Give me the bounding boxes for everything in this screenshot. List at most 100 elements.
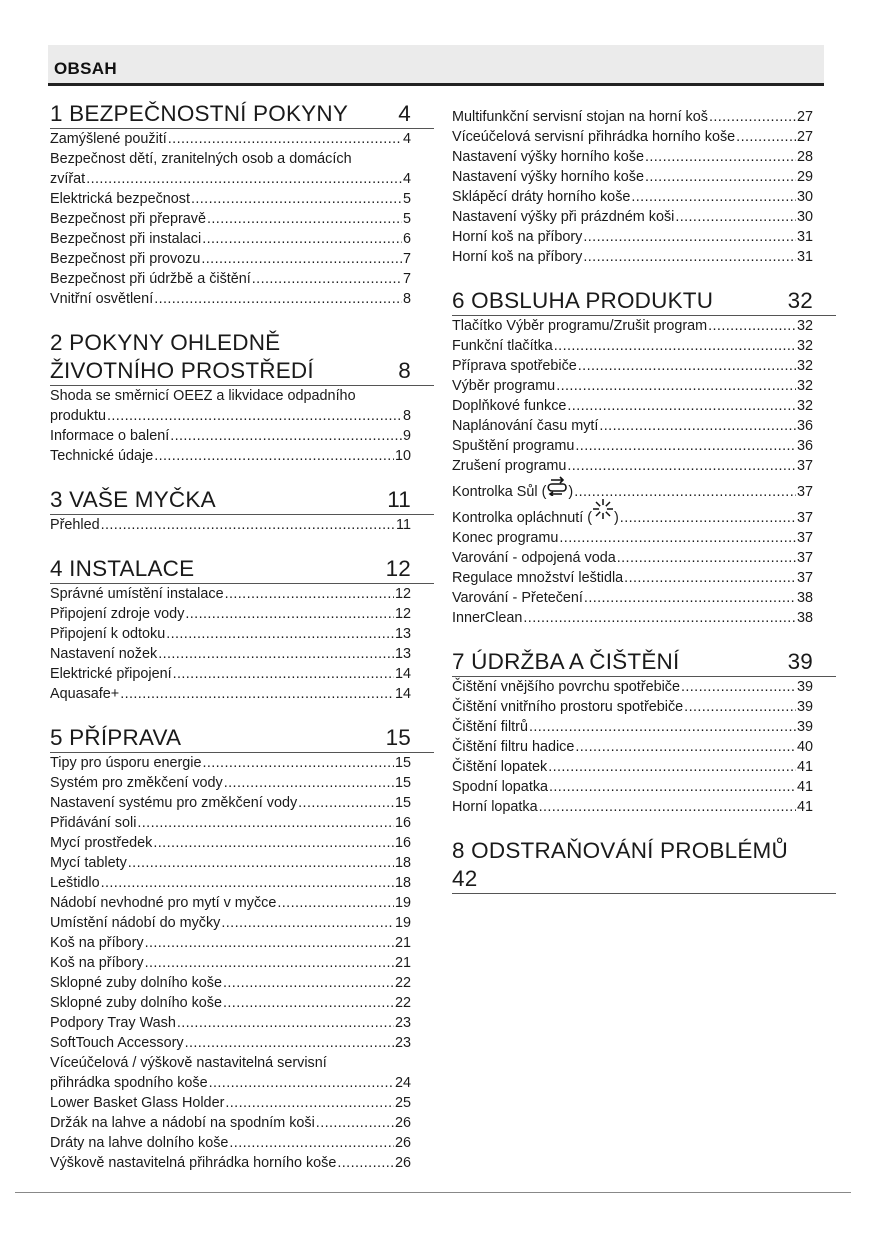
toc-entry[interactable]: Výškově nastavitelná přihrádka horního k… xyxy=(50,1153,411,1173)
toc-entry[interactable]: Podpory Tray Wash 23 xyxy=(50,1013,411,1033)
toc-entry[interactable]: Vnitřní osvětlení 8 xyxy=(50,289,411,309)
toc-entry[interactable]: Přehled 11 xyxy=(50,515,411,535)
toc-entry[interactable]: Spuštění programu 36 xyxy=(452,436,813,456)
entry-title: Nastavení výšky při prázdném koši xyxy=(452,207,674,227)
toc-entry[interactable]: Elektrická bezpečnost 5 xyxy=(50,189,411,209)
entry-title-text: Horní koš na příbory xyxy=(452,249,583,265)
toc-entry[interactable]: Nastavení systému pro změkčení vody 15 xyxy=(50,793,411,813)
entry-page: 16 xyxy=(394,815,411,831)
toc-entry[interactable]: Horní koš na příbory 31 xyxy=(452,227,813,247)
toc-entry[interactable]: Bezpečnost při údržbě a čištění 7 xyxy=(50,269,411,289)
toc-entry[interactable]: Víceúčelová / výškově nastavitelná servi… xyxy=(50,1053,411,1093)
toc-right-column: Multifunkční servisní stojan na horní ko… xyxy=(452,107,836,914)
toc-entry[interactable]: Sklopné zuby dolního koše 22 xyxy=(50,993,411,1013)
toc-entry[interactable]: Systém pro změkčení vody 15 xyxy=(50,773,411,793)
entry-title: Čištění vnitřního prostoru spotřebiče xyxy=(452,697,683,717)
toc-entry[interactable]: Příprava spotřebiče 32 xyxy=(452,356,813,376)
section-heading[interactable]: 3 VAŠE MYČKA 11 xyxy=(50,486,434,515)
toc-entry[interactable]: Bezpečnost dětí, zranitelných osob a dom… xyxy=(50,149,411,189)
entry-row: Horní koš na příbory 31 xyxy=(452,227,813,247)
toc-entry[interactable]: Zamýšlené použití 4 xyxy=(50,129,411,149)
toc-entry[interactable]: Nádobí nevhodné pro mytí v myčce 19 xyxy=(50,893,411,913)
entry-title: Tlačítko Výběr programu/Zrušit program xyxy=(452,316,707,336)
toc-entry[interactable]: Elektrické připojení 14 xyxy=(50,664,411,684)
section-page: 12 xyxy=(385,556,411,581)
toc-entry[interactable]: Varování - odpojená voda 37 xyxy=(452,548,813,568)
toc-entry[interactable]: Aquasafe+ 14 xyxy=(50,684,411,704)
toc-entry[interactable]: InnerClean 38 xyxy=(452,608,813,628)
toc-entry[interactable]: Multifunkční servisní stojan na horní ko… xyxy=(452,107,813,127)
toc-entry[interactable]: Konec programu 37 xyxy=(452,528,813,548)
toc-entry[interactable]: Sklopné zuby dolního koše 22 xyxy=(50,973,411,993)
entry-title: Koš na příbory xyxy=(50,953,144,973)
toc-entry[interactable]: Připojení k odtoku 13 xyxy=(50,624,411,644)
toc-entry[interactable]: Přidávání soli 16 xyxy=(50,813,411,833)
toc-entry[interactable]: Regulace množství leštidla 37 xyxy=(452,568,813,588)
toc-entry[interactable]: Čištění vnějšího povrchu spotřebiče 39 xyxy=(452,677,813,697)
section-heading[interactable]: 2 POKYNY OHLEDNĚ ŽIVOTNÍHO PROSTŘEDÍ 8 xyxy=(50,329,434,386)
toc-entry[interactable]: Nastavení výšky horního koše 28 xyxy=(452,147,813,167)
entry-page: 7 xyxy=(402,271,411,287)
toc-entry[interactable]: Varování - Přetečení 38 xyxy=(452,588,813,608)
entry-title: Umístění nádobí do myčky xyxy=(50,913,220,933)
entry-title: Koš na příbory xyxy=(50,933,144,953)
toc-entry[interactable]: Tlačítko Výběr programu/Zrušit program 32 xyxy=(452,316,813,336)
toc-entry[interactable]: Čištění lopatek 41 xyxy=(452,757,813,777)
section-heading[interactable]: 5 PŘÍPRAVA 15 xyxy=(50,724,434,753)
section-heading[interactable]: 1 BEZPEČNOSTNÍ POKYNY 4 xyxy=(50,100,434,129)
toc-entry[interactable]: Horní lopatka 41 xyxy=(452,797,813,817)
toc-entry[interactable]: Bezpečnost při provozu 7 xyxy=(50,249,411,269)
toc-entry[interactable]: SoftTouch Accessory 23 xyxy=(50,1033,411,1053)
toc-entry[interactable]: Spodní lopatka 41 xyxy=(452,777,813,797)
toc-entry[interactable]: Zrušení programu 37 xyxy=(452,456,813,476)
dot-leader xyxy=(225,584,394,604)
toc-entry[interactable]: Informace o balení 9 xyxy=(50,426,411,446)
toc-entry[interactable]: Koš na příbory 21 xyxy=(50,933,411,953)
toc-entry[interactable]: Technické údaje 10 xyxy=(50,446,411,466)
toc-entry[interactable]: Horní koš na příbory 31 xyxy=(452,247,813,267)
toc-entry[interactable]: Sklápěcí dráty horního koše 30 xyxy=(452,187,813,207)
entry-page: 31 xyxy=(796,249,813,265)
section-heading[interactable]: 4 INSTALACE 12 xyxy=(50,555,434,584)
toc-entry[interactable]: Dráty na lahve dolního koše 26 xyxy=(50,1133,411,1153)
toc-entry[interactable]: Leštidlo 18 xyxy=(50,873,411,893)
entry-title: Správné umístění instalace xyxy=(50,584,224,604)
toc-section: 3 VAŠE MYČKA11Přehled11 xyxy=(50,486,434,535)
entry-page: 37 xyxy=(796,530,813,546)
entry-title: Funkční tlačítka xyxy=(452,336,553,356)
entry-title: Lower Basket Glass Holder xyxy=(50,1093,224,1113)
toc-entry[interactable]: Lower Basket Glass Holder 25 xyxy=(50,1093,411,1113)
toc-entry[interactable]: Držák na lahve a nádobí na spodním koši 2… xyxy=(50,1113,411,1133)
dot-leader xyxy=(617,548,796,568)
section-heading[interactable]: 6 OBSLUHA PRODUKTU 32 xyxy=(452,287,836,316)
toc-entry[interactable]: Správné umístění instalace 12 xyxy=(50,584,411,604)
section-heading[interactable]: 8 ODSTRAŇOVÁNÍ PROBLÉMŮ 42 xyxy=(452,837,836,894)
dot-leader xyxy=(556,376,796,396)
toc-entry[interactable]: Bezpečnost při přepravě 5 xyxy=(50,209,411,229)
toc-entry[interactable]: Bezpečnost při instalaci 6 xyxy=(50,229,411,249)
toc-entry[interactable]: Čištění filtru hadice 40 xyxy=(452,737,813,757)
toc-entry[interactable]: Výběr programu 32 xyxy=(452,376,813,396)
toc-entry[interactable]: Mycí prostředek 16 xyxy=(50,833,411,853)
toc-entry[interactable]: Tipy pro úsporu energie 15 xyxy=(50,753,411,773)
toc-entry[interactable]: Kontrolka Sůl () 37 xyxy=(452,476,813,502)
toc-entry[interactable]: Funkční tlačítka 32 xyxy=(452,336,813,356)
entry-row: Výběr programu 32 xyxy=(452,376,813,396)
toc-entry[interactable]: Víceúčelová servisní přihrádka horního k… xyxy=(452,127,813,147)
toc-entry[interactable]: Koš na příbory 21 xyxy=(50,953,411,973)
entry-title-text: Mycí tablety xyxy=(50,855,127,871)
toc-entry[interactable]: Shoda se směrnicí OEEZ a likvidace odpad… xyxy=(50,386,411,426)
entry-row: Systém pro změkčení vody 15 xyxy=(50,773,411,793)
toc-entry[interactable]: Nastavení nožek 13 xyxy=(50,644,411,664)
section-heading[interactable]: 7 ÚDRŽBA A ČIŠTĚNÍ 39 xyxy=(452,648,836,677)
toc-entry[interactable]: Připojení zdroje vody 12 xyxy=(50,604,411,624)
toc-entry[interactable]: Nastavení výšky horního koše 29 xyxy=(452,167,813,187)
toc-entry[interactable]: Kontrolka opláchnutí () 37 xyxy=(452,499,813,528)
toc-entry[interactable]: Doplňkové funkce 32 xyxy=(452,396,813,416)
toc-entry[interactable]: Čištění vnitřního prostoru spotřebiče 39 xyxy=(452,697,813,717)
toc-entry[interactable]: Nastavení výšky při prázdném koši 30 xyxy=(452,207,813,227)
toc-entry[interactable]: Mycí tablety 18 xyxy=(50,853,411,873)
toc-entry[interactable]: Čištění filtrů 39 xyxy=(452,717,813,737)
toc-entry[interactable]: Naplánování času mytí 36 xyxy=(452,416,813,436)
toc-entry[interactable]: Umístění nádobí do myčky 19 xyxy=(50,913,411,933)
